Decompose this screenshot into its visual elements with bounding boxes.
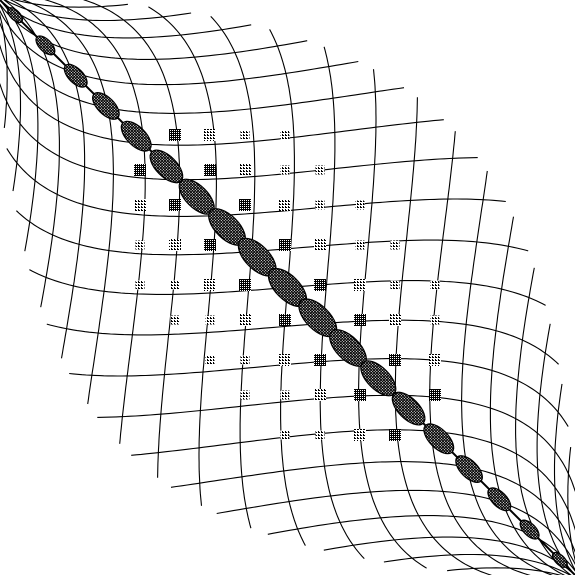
lattice-line <box>267 515 575 572</box>
lattice-line <box>0 0 252 39</box>
lattice-line <box>447 567 562 575</box>
diagonal-ellipse <box>35 35 56 56</box>
lattice-line <box>319 46 365 559</box>
lattice-line <box>13 0 128 8</box>
lattice-line <box>0 0 39 252</box>
offdiagonal-block <box>239 314 251 326</box>
offdiagonal-block <box>135 280 145 290</box>
diagonal-ellipse <box>7 7 24 24</box>
lattice-line <box>16 210 529 256</box>
offdiagonal-block <box>354 389 366 401</box>
offdiagonal-block <box>430 315 440 325</box>
lattice-line <box>97 394 575 492</box>
offdiagonal-block <box>239 279 251 291</box>
diagonal-ellipse <box>120 120 152 152</box>
offdiagonal-block <box>354 429 366 441</box>
offdiagonal-block <box>240 130 250 140</box>
lattice-line <box>0 21 405 114</box>
offdiagonal-block <box>240 390 250 400</box>
offdiagonal-block <box>315 200 325 210</box>
diagonal-ellipse <box>455 455 483 483</box>
diagonal-ellipse <box>551 551 568 568</box>
offdiagonal-block <box>314 389 326 401</box>
offdiagonal-block <box>169 129 181 141</box>
offdiagonal-block <box>355 240 365 250</box>
offdiagonal-block <box>280 165 290 175</box>
offdiagonal-block <box>204 129 216 141</box>
offdiagonal-block <box>280 430 290 440</box>
offdiagonal-block <box>169 199 181 211</box>
diagonal-ellipse <box>63 63 88 88</box>
lattice-line <box>489 216 566 575</box>
lattice-line <box>170 461 575 554</box>
diagonal-ellipse <box>391 391 426 426</box>
offdiagonal-block <box>170 280 180 290</box>
lattice-line <box>0 3 22 192</box>
diagonal-ellipse <box>423 423 455 455</box>
diagonal-ellipse <box>487 487 512 512</box>
offdiagonal-block <box>204 164 216 176</box>
offdiagonal-block <box>354 279 366 291</box>
lattice-line <box>553 383 575 572</box>
lattice-line <box>3 0 60 308</box>
lattice-line <box>567 447 575 562</box>
offdiagonal-block <box>389 354 401 366</box>
offdiagonal-block <box>239 164 251 176</box>
offdiagonal-block <box>170 315 180 325</box>
offdiagonal-block <box>204 239 216 251</box>
lattice-line <box>0 13 8 128</box>
offdiagonal-block <box>205 315 215 325</box>
lattice-line <box>210 16 256 529</box>
offdiagonal-block <box>354 314 366 326</box>
offdiagonal-block <box>204 279 216 291</box>
offdiagonal-block <box>205 355 215 365</box>
offdiagonal-block <box>280 390 290 400</box>
diagonal-ellipse <box>92 92 120 120</box>
lattice-line <box>148 6 217 506</box>
offdiagonal-block <box>430 280 440 290</box>
lattice-line <box>0 83 478 181</box>
offdiagonal-block <box>389 314 401 326</box>
offdiagonal-block <box>279 239 291 251</box>
lattice-line <box>394 97 492 575</box>
offdiagonal-block <box>240 355 250 365</box>
offdiagonal-block <box>390 240 400 250</box>
offdiagonal-block <box>314 354 326 366</box>
offdiagonal-block <box>279 199 291 211</box>
offdiagonal-block <box>239 199 251 211</box>
lattice-line <box>21 0 114 405</box>
lattice-line <box>323 536 575 575</box>
offdiagonal-block <box>429 354 441 366</box>
offdiagonal-blocks <box>134 129 441 441</box>
lattice-line <box>6 148 506 217</box>
offdiagonal-block <box>389 429 401 441</box>
offdiagonal-block <box>429 389 441 401</box>
lattice-line <box>46 319 559 365</box>
offdiagonal-block <box>315 430 325 440</box>
offdiagonal-block <box>314 279 326 291</box>
lattice-line <box>0 3 308 60</box>
lattice-line <box>536 323 575 575</box>
offdiagonal-block <box>314 239 326 251</box>
offdiagonal-block <box>355 200 365 210</box>
offdiagonal-block <box>390 280 400 290</box>
offdiagonal-block <box>315 165 325 175</box>
offdiagonal-block <box>169 239 181 251</box>
lattice-line <box>515 267 572 575</box>
offdiagonal-block <box>134 199 146 211</box>
lattice-line <box>83 0 181 478</box>
offdiagonal-block <box>135 240 145 250</box>
offdiagonal-block <box>134 164 146 176</box>
lattice-line <box>461 170 554 575</box>
diagonal-ellipse <box>519 519 540 540</box>
offdiagonal-block <box>280 130 290 140</box>
lattice-line <box>9 0 86 359</box>
offdiagonal-block <box>279 314 291 326</box>
offdiagonal-block <box>279 354 291 366</box>
